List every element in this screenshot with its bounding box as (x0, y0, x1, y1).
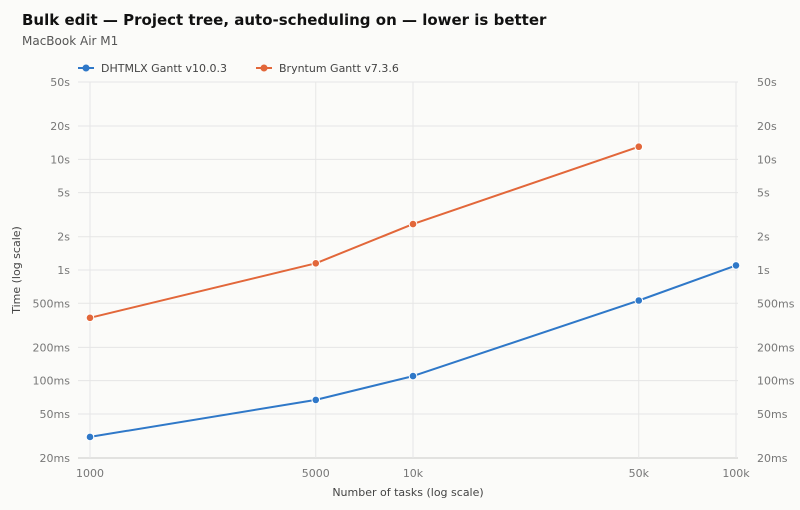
legend-label: Bryntum Gantt v7.3.6 (279, 62, 399, 75)
y-tick-label-right: 1s (757, 264, 770, 277)
x-tick-label: 50k (629, 467, 650, 480)
y-tick-label: 2s (57, 231, 70, 244)
y-tick-label-right: 5s (757, 187, 770, 200)
y-tick-label-right: 20s (757, 120, 777, 133)
data-point (634, 296, 644, 305)
data-point (408, 219, 418, 229)
y-tick-label: 20ms (40, 452, 71, 465)
y-tick-label: 100ms (33, 375, 71, 388)
x-tick-label: 5000 (302, 467, 330, 480)
x-axis-label: Number of tasks (log scale) (332, 486, 483, 499)
y-axis-label: Time (log scale) (10, 226, 23, 315)
legend-swatch-marker (82, 64, 90, 72)
x-tick-label: 10k (403, 467, 424, 480)
y-tick-label-right: 10s (757, 153, 777, 166)
y-tick-label: 1s (57, 264, 70, 277)
data-point (311, 258, 321, 268)
y-tick-label: 500ms (33, 297, 71, 310)
legend-swatch-marker (260, 64, 268, 72)
y-tick-label-right: 50s (757, 76, 777, 89)
y-tick-label-right: 500ms (757, 297, 795, 310)
y-tick-label-right: 200ms (757, 341, 795, 354)
chart-title: Bulk edit — Project tree, auto-schedulin… (22, 11, 547, 29)
legend-label: DHTMLX Gantt v10.0.3 (101, 62, 227, 75)
y-tick-label: 20s (50, 120, 70, 133)
data-point (311, 395, 321, 405)
x-tick-label: 100k (722, 467, 750, 480)
y-tick-label: 50s (50, 76, 70, 89)
y-tick-label-right: 20ms (757, 452, 788, 465)
data-point (634, 142, 644, 152)
y-tick-label-right: 100ms (757, 375, 795, 388)
y-tick-label-right: 50ms (757, 408, 788, 421)
x-tick-label: 1000 (76, 467, 104, 480)
data-point (85, 432, 95, 442)
y-tick-label: 10s (50, 153, 70, 166)
y-tick-label: 200ms (33, 341, 71, 354)
data-point (85, 313, 95, 323)
data-point (731, 261, 741, 270)
y-tick-label: 50ms (40, 408, 71, 421)
series-line-2 (89, 145, 640, 319)
chart-subtitle: MacBook Air M1 (22, 34, 119, 48)
y-tick-label-right: 2s (757, 231, 770, 244)
data-point (408, 371, 418, 381)
y-tick-label: 5s (57, 187, 70, 200)
